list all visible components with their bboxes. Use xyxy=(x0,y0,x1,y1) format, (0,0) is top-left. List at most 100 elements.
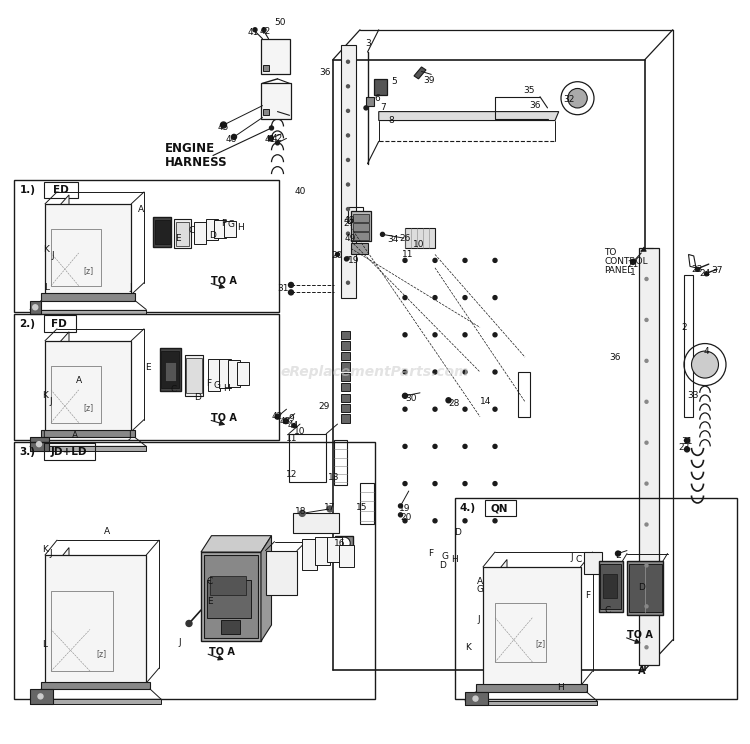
Circle shape xyxy=(403,333,407,337)
Circle shape xyxy=(695,267,700,272)
Circle shape xyxy=(269,126,274,130)
Bar xyxy=(484,500,516,516)
Circle shape xyxy=(346,158,350,161)
Circle shape xyxy=(253,28,257,32)
Text: [z]: [z] xyxy=(535,639,545,648)
Circle shape xyxy=(568,89,587,108)
Text: TO A: TO A xyxy=(211,413,237,423)
Text: [z]: [z] xyxy=(96,649,106,658)
Circle shape xyxy=(433,519,437,523)
Text: 45: 45 xyxy=(217,124,229,132)
Circle shape xyxy=(433,295,437,300)
Bar xyxy=(174,219,190,248)
Bar xyxy=(45,341,131,432)
Circle shape xyxy=(645,523,648,526)
Text: 24: 24 xyxy=(699,269,711,278)
Circle shape xyxy=(37,442,41,446)
Circle shape xyxy=(346,183,350,186)
Circle shape xyxy=(364,106,368,110)
Bar xyxy=(351,243,368,254)
Bar xyxy=(627,561,663,615)
Circle shape xyxy=(645,482,648,485)
Bar xyxy=(351,211,370,241)
Text: L: L xyxy=(43,640,47,649)
Circle shape xyxy=(433,333,437,337)
Text: 48: 48 xyxy=(343,216,355,225)
Circle shape xyxy=(645,318,648,321)
Circle shape xyxy=(275,141,280,145)
Text: D: D xyxy=(454,528,461,537)
Circle shape xyxy=(299,510,305,516)
Bar xyxy=(184,355,203,396)
Polygon shape xyxy=(201,536,272,552)
Text: F: F xyxy=(206,379,211,388)
Text: C: C xyxy=(576,555,582,564)
Text: TO A: TO A xyxy=(209,647,234,657)
Text: 36: 36 xyxy=(320,68,332,77)
Text: 33: 33 xyxy=(687,391,699,400)
Circle shape xyxy=(403,444,407,449)
Text: 19: 19 xyxy=(348,256,360,265)
Text: G: G xyxy=(442,552,449,561)
Bar xyxy=(44,182,78,198)
Circle shape xyxy=(704,272,709,276)
Text: J: J xyxy=(130,283,133,292)
Circle shape xyxy=(645,605,648,608)
Circle shape xyxy=(433,370,437,374)
Circle shape xyxy=(433,481,437,486)
Circle shape xyxy=(403,258,407,263)
Bar xyxy=(14,442,375,699)
Bar xyxy=(476,684,586,692)
Bar xyxy=(165,362,176,381)
Text: HARNESS: HARNESS xyxy=(165,155,228,169)
Bar xyxy=(289,434,326,482)
Text: G: G xyxy=(227,220,235,229)
Text: 15: 15 xyxy=(356,503,368,512)
Bar xyxy=(261,39,290,74)
Text: 31: 31 xyxy=(278,284,290,293)
Text: 6: 6 xyxy=(374,94,380,103)
Circle shape xyxy=(346,60,350,63)
Circle shape xyxy=(685,438,689,443)
Circle shape xyxy=(493,295,497,300)
Circle shape xyxy=(268,136,273,141)
Bar xyxy=(41,430,135,437)
Text: 4: 4 xyxy=(704,347,710,356)
Text: C: C xyxy=(207,577,213,586)
Circle shape xyxy=(346,208,350,211)
Circle shape xyxy=(289,290,293,295)
Text: 17: 17 xyxy=(324,503,336,512)
Text: 12: 12 xyxy=(286,470,298,479)
Circle shape xyxy=(493,444,497,449)
Bar xyxy=(352,214,369,222)
Bar xyxy=(483,567,580,686)
Text: 20: 20 xyxy=(400,513,412,522)
Text: K: K xyxy=(44,246,50,254)
Bar xyxy=(14,314,279,440)
Bar xyxy=(41,293,135,301)
Text: F: F xyxy=(221,219,226,228)
Text: 35: 35 xyxy=(524,86,536,95)
Bar xyxy=(228,360,240,387)
Bar xyxy=(518,372,530,417)
Text: D: D xyxy=(439,561,446,570)
Circle shape xyxy=(493,370,497,374)
Text: 11: 11 xyxy=(401,250,413,259)
Bar xyxy=(44,315,76,332)
Text: 2: 2 xyxy=(681,323,687,332)
Bar xyxy=(45,555,146,683)
Text: 1: 1 xyxy=(630,268,636,277)
Text: K: K xyxy=(42,545,48,554)
Bar xyxy=(360,483,374,524)
Bar xyxy=(340,394,350,402)
Text: D: D xyxy=(638,583,646,592)
Text: 29: 29 xyxy=(318,402,330,411)
Circle shape xyxy=(398,513,403,517)
Polygon shape xyxy=(57,332,69,424)
Bar xyxy=(292,513,339,533)
Text: 40: 40 xyxy=(294,187,306,196)
Text: ED: ED xyxy=(53,185,69,195)
Bar xyxy=(51,591,112,671)
Text: 43: 43 xyxy=(279,417,291,426)
Text: 2.): 2.) xyxy=(20,318,35,329)
